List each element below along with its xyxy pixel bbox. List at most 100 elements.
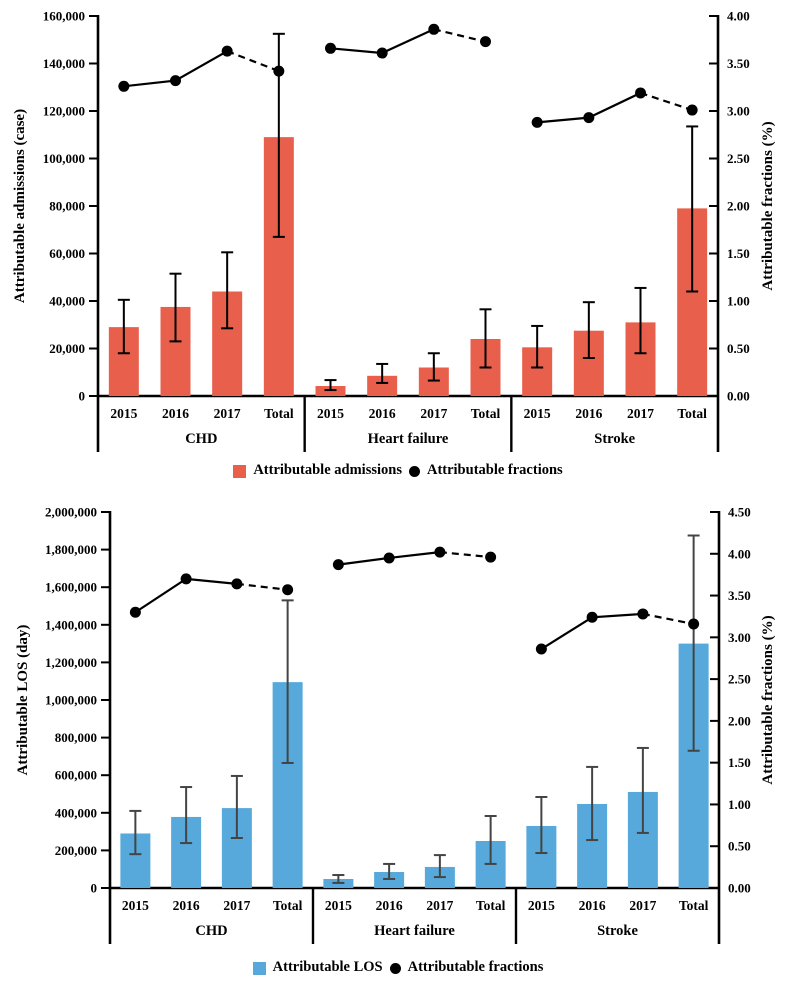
left-axis-tick-label: 20,000 [49, 341, 85, 356]
group-label: Heart failure [368, 431, 449, 447]
fraction-dot-chd-2016 [180, 573, 192, 585]
bar-heart-failure-2016 [374, 872, 405, 888]
fraction-dot-heart-failure-2017 [428, 23, 440, 35]
fraction-dot-heart-failure-2016 [383, 552, 395, 564]
left-axis-tick-label: 0 [91, 881, 98, 896]
right-axis-tick-label: 3.00 [727, 104, 750, 119]
right-axis-title: Attributable fractions (%) [760, 615, 776, 784]
fraction-line-dashed [226, 50, 280, 73]
fraction-line-dashed [439, 551, 491, 559]
fraction-dot-heart-failure-total [485, 551, 497, 563]
right-axis-tick-label: 1.00 [727, 294, 750, 309]
left-axis-tick-label: 400,000 [55, 805, 97, 820]
category-label: 2016 [369, 406, 396, 421]
right-axis-tick-label: 4.50 [728, 505, 751, 520]
category-label: 2015 [528, 898, 555, 913]
los-legend: Attributable LOS Attributable fractions [0, 959, 796, 976]
left-axis-tick-label: 1,000,000 [45, 693, 97, 708]
fraction-dot-heart-failure-2016 [376, 47, 388, 59]
left-axis-tick-label: 1,400,000 [45, 617, 97, 632]
group-label: Heart failure [374, 923, 455, 939]
fraction-dot-chd-total [273, 65, 285, 77]
category-label: 2016 [575, 406, 602, 421]
los-chart-canvas: 0 200,000 400,000 600,000 800,000 1,000,000 1,… [15, 505, 776, 944]
right-axis-tick-label: 0.00 [728, 881, 751, 896]
right-axis-tick-label: 3.00 [728, 630, 751, 645]
category-label: 2015 [122, 898, 149, 913]
category-label: 2015 [110, 406, 137, 421]
fraction-dot-stroke-2017 [637, 608, 649, 620]
category-label: 2017 [629, 898, 656, 913]
left-axis-tick-label: 140,000 [43, 56, 85, 71]
left-axis-tick-label: 80,000 [49, 199, 85, 214]
right-axis-tick-label: 4.00 [727, 9, 750, 24]
line-series-dot-icon [389, 963, 401, 974]
fraction-dot-heart-failure-2017 [434, 546, 446, 558]
fraction-line-dashed [433, 28, 486, 43]
category-label: Total [476, 898, 506, 913]
admissions-chart-canvas: 0 20,000 40,000 60,000 80,000 100,000 120,000 1… [12, 9, 776, 452]
category-label: Total [677, 406, 707, 421]
line-series-label: Attributable fractions [426, 462, 563, 478]
category-label: 2017 [627, 406, 654, 421]
right-axis-tick-label: 0.50 [728, 839, 751, 854]
line-series-label: Attributable fractions [407, 959, 544, 975]
right-axis-tick-label: 2.50 [727, 151, 750, 166]
fraction-dot-stroke-total [688, 618, 700, 630]
right-axis-tick-label: 2.00 [727, 199, 750, 214]
category-label: 2017 [420, 406, 447, 421]
category-label: Total [471, 406, 501, 421]
bar-series-label: Attributable admissions [253, 462, 402, 478]
category-label: 2016 [376, 898, 403, 913]
admissions-panel: 0 20,000 40,000 60,000 80,000 100,000 120,000 1… [0, 9, 796, 479]
fraction-dot-chd-total [282, 584, 294, 596]
fraction-dot-heart-failure-total [480, 36, 491, 48]
left-axis-tick-label: 0 [79, 389, 86, 404]
fraction-dot-stroke-2016 [586, 611, 598, 623]
bar-series-swatch [252, 961, 266, 975]
right-axis-tick-label: 1.50 [728, 755, 751, 770]
category-label: 2015 [325, 898, 352, 913]
line-series-dot-icon [408, 466, 420, 477]
left-axis-tick-label: 800,000 [55, 730, 97, 745]
right-axis-tick-label: 1.00 [728, 797, 751, 812]
right-axis-tick-label: 3.50 [728, 588, 751, 603]
bar-series-label: Attributable LOS [272, 959, 383, 975]
group-label: CHD [195, 923, 227, 939]
category-label: 2015 [317, 406, 344, 421]
fraction-dot-chd-2015 [118, 80, 130, 92]
left-axis-tick-label: 2,000,000 [45, 505, 97, 520]
left-axis-tick-label: 1,600,000 [45, 580, 97, 595]
fraction-dot-chd-2017 [231, 578, 243, 590]
right-axis-tick-label: 3.50 [727, 56, 750, 71]
bar-series-swatch [233, 464, 247, 478]
right-axis-tick-label: 0.50 [727, 341, 750, 356]
left-axis-tick-label: 1,800,000 [45, 542, 97, 557]
right-axis-tick-label: 2.50 [728, 672, 751, 687]
right-axis-tick-label: 4.00 [728, 546, 751, 561]
fraction-dot-chd-2017 [221, 45, 233, 57]
left-axis-tick-label: 40,000 [49, 294, 85, 309]
category-label: 2017 [214, 406, 241, 421]
category-label: Total [679, 898, 709, 913]
category-label: 2016 [173, 898, 200, 913]
group-label: Stroke [597, 923, 638, 939]
right-axis-tick-label: 2.00 [728, 713, 751, 728]
fraction-line-dashed [642, 612, 694, 626]
right-axis-title: Attributable fractions (%) [760, 121, 776, 290]
fraction-dot-chd-2015 [129, 606, 141, 618]
fraction-dot-stroke-total [686, 104, 698, 116]
group-label: CHD [185, 431, 217, 447]
category-label: 2017 [426, 898, 453, 913]
fraction-dot-chd-2016 [170, 75, 181, 87]
left-axis-tick-label: 120,000 [43, 104, 85, 119]
fraction-dot-stroke-2017 [635, 87, 646, 99]
category-label: 2016 [579, 898, 606, 913]
group-label: Stroke [594, 431, 635, 447]
admissions-legend: Attributable admissions Attributable fra… [0, 462, 796, 479]
category-label: Total [273, 898, 303, 913]
fraction-line-dashed [236, 582, 288, 591]
los-panel: 0 200,000 400,000 600,000 800,000 1,000,000 1,… [0, 495, 796, 990]
category-label: 2016 [162, 406, 189, 421]
